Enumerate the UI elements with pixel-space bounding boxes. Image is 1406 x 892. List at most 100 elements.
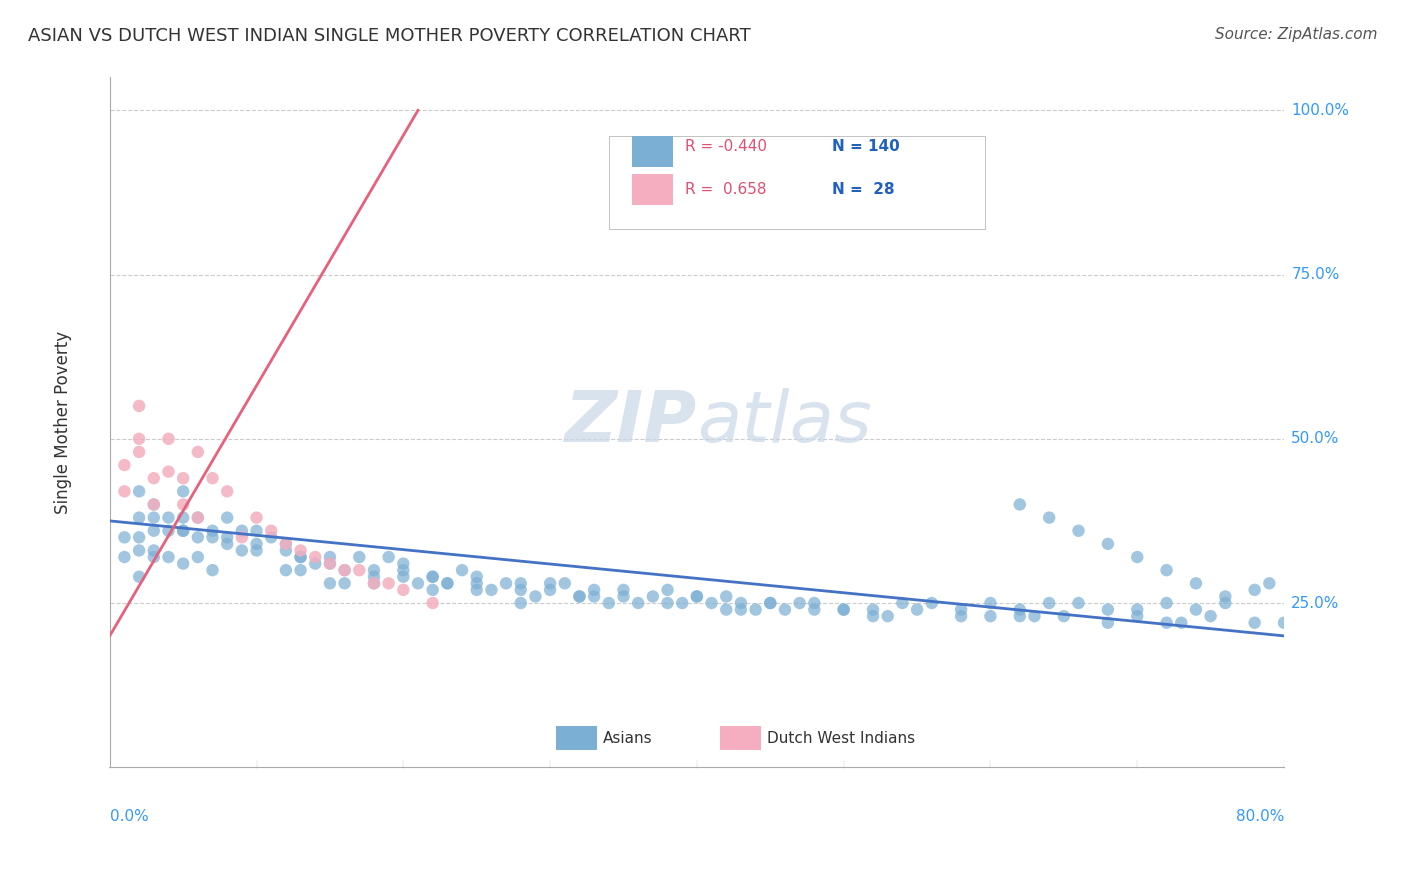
Point [509,576,531,591]
Point [686,590,709,604]
Point [891,596,914,610]
Point [142,510,165,524]
Point [1038,596,1060,610]
Point [142,498,165,512]
Point [114,458,136,472]
Point [157,432,180,446]
Point [319,557,342,571]
Point [1053,609,1076,624]
Point [832,602,855,616]
Point [187,510,209,524]
Point [1170,615,1192,630]
Point [260,530,283,544]
Point [950,602,973,616]
Text: 80.0%: 80.0% [1236,809,1284,823]
Point [231,524,253,538]
Point [538,582,561,597]
Point [274,537,297,551]
Point [1067,596,1090,610]
Point [142,471,165,485]
Point [1008,609,1031,624]
Point [436,576,458,591]
Point [862,602,884,616]
Point [422,596,444,610]
Point [157,549,180,564]
Point [627,596,650,610]
Point [128,570,150,584]
Text: 50.0%: 50.0% [1291,431,1340,446]
Point [641,590,664,604]
Point [612,582,634,597]
FancyBboxPatch shape [633,136,673,167]
Point [1243,615,1265,630]
Point [172,498,194,512]
Text: R = -0.440: R = -0.440 [685,139,768,154]
Point [363,570,385,584]
Point [187,510,209,524]
Point [142,524,165,538]
Point [157,465,180,479]
Text: ASIAN VS DUTCH WEST INDIAN SINGLE MOTHER POVERTY CORRELATION CHART: ASIAN VS DUTCH WEST INDIAN SINGLE MOTHER… [28,27,751,45]
Point [392,557,415,571]
Point [304,557,326,571]
Point [392,582,415,597]
Point [245,524,267,538]
FancyBboxPatch shape [720,726,762,750]
Point [172,471,194,485]
Point [142,549,165,564]
Point [114,530,136,544]
Point [1185,602,1208,616]
Text: Dutch West Indians: Dutch West Indians [768,731,915,746]
Point [1126,549,1149,564]
Point [128,432,150,446]
Point [172,524,194,538]
Point [349,549,371,564]
Point [260,524,283,538]
Point [773,602,796,616]
Point [509,596,531,610]
Point [157,510,180,524]
Point [716,590,738,604]
Point [803,602,825,616]
Point [759,596,782,610]
Point [568,590,591,604]
Point [363,563,385,577]
Point [1272,615,1295,630]
Point [1156,615,1178,630]
Point [803,596,825,610]
Text: 25.0%: 25.0% [1291,596,1340,610]
Point [583,590,606,604]
Point [333,576,356,591]
Point [290,563,312,577]
Point [759,596,782,610]
Point [671,596,693,610]
Point [392,570,415,584]
Point [451,563,474,577]
Text: Single Mother Poverty: Single Mother Poverty [53,331,72,514]
Point [172,557,194,571]
Point [274,537,297,551]
Point [142,543,165,558]
Point [114,549,136,564]
Point [422,570,444,584]
Point [304,549,326,564]
Point [495,576,517,591]
Point [657,582,679,597]
Point [862,609,884,624]
Text: 75.0%: 75.0% [1291,267,1340,282]
Text: 0.0%: 0.0% [110,809,149,823]
Point [583,582,606,597]
Point [274,563,297,577]
Point [1156,563,1178,577]
Point [319,576,342,591]
Point [1097,602,1119,616]
Point [1126,609,1149,624]
Point [142,498,165,512]
Point [598,596,620,610]
Point [187,530,209,544]
Point [716,602,738,616]
Point [1199,609,1222,624]
Point [217,510,239,524]
Point [465,582,488,597]
Point [128,399,150,413]
